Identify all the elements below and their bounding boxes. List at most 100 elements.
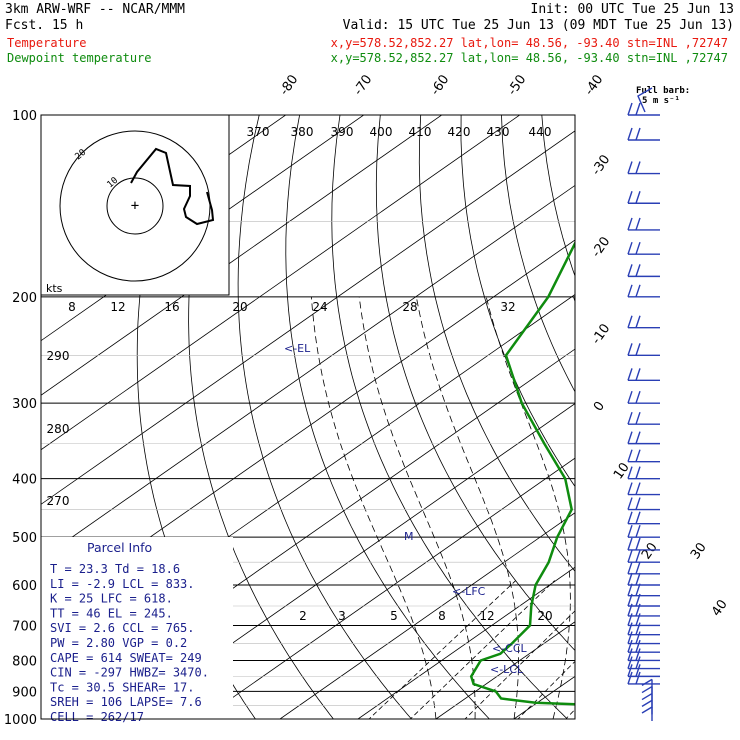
mixing-ratio-label: 2 [299, 609, 307, 623]
level-marker-lcl: <-LCL [490, 663, 524, 676]
parcel-info-row: K = 25 LFC = 618. [50, 592, 173, 606]
hodograph-speed-label: 16 [164, 300, 179, 314]
moist-adiabat-line [670, 297, 740, 719]
wind-barb-flag [635, 315, 641, 328]
wind-barb-flag [635, 561, 641, 575]
pressure-tick-label: 1000 [4, 713, 37, 728]
wind-barb-flag [627, 511, 633, 524]
moist-adiabat-line [358, 296, 476, 719]
valid-time: Valid: 15 UTC Tue 25 Jun 13 (09 MDT Tue … [343, 18, 734, 33]
parcel-info-row: SVI = 2.6 CCL = 765. [50, 621, 195, 635]
wind-barb-flag [641, 699, 653, 707]
parcel-info-box: Parcel Info T = 23.3 Td = 18.6LI = -2.9 … [41, 537, 233, 724]
hodograph-ring-inner [106, 177, 164, 235]
wind-barb-flag [635, 497, 641, 510]
theta-e-label: 380 [291, 125, 314, 139]
level-marker-lfc: <-LFC [452, 585, 486, 598]
hodograph-speed-label: 32 [500, 300, 515, 314]
dry-adiabat-line [331, 115, 568, 719]
parcel-info-row: CIN = -297 HWBZ= 3470. [50, 666, 209, 680]
wind-barb-flag [627, 671, 633, 685]
wind-barb-flag [635, 631, 641, 644]
wind-barb-flag [635, 191, 641, 204]
wind-barb-flag [635, 368, 641, 381]
isotherm-label: -80 [277, 72, 301, 98]
wind-barb-flag [635, 161, 641, 174]
hodograph-speed-label: 12 [110, 300, 125, 314]
wind-barb-flag [635, 241, 641, 255]
wind-barb-flag [627, 648, 633, 661]
wind-barb-flag [635, 411, 641, 425]
wind-barb-flag [635, 572, 641, 586]
wind-barb-flag [627, 466, 633, 479]
theta-label: 270 [47, 494, 70, 508]
isotherm-line [41, 115, 521, 451]
isotherm-label: -30 [589, 152, 613, 178]
wind-barb-flag [627, 264, 633, 277]
pressure-tick-label: 800 [12, 654, 37, 669]
dry-adiabat-line [501, 115, 575, 393]
dewpoint-station-info: x,y=578.52,852.27 lat,lon= 48.56, -93.40… [331, 51, 728, 65]
parcel-mark: M [404, 530, 414, 543]
wind-barb-flag [635, 449, 641, 462]
wind-barb-flag [635, 284, 641, 298]
wind-barb-flag [627, 390, 633, 404]
wind-barb-flag [627, 583, 633, 596]
wind-barb-flag [635, 524, 641, 538]
isotherm-label: 30 [688, 540, 710, 562]
hodograph-speed-label: 20 [232, 300, 247, 314]
wind-barb-flag [627, 537, 633, 551]
theta-e-label: 420 [448, 125, 471, 139]
hodograph-kts-label: kts [46, 282, 63, 295]
isotherm-label: -10 [589, 321, 613, 347]
pressure-tick-label: 300 [12, 397, 37, 412]
wind-barb-flag [627, 572, 633, 586]
wind-barb-flag [641, 685, 653, 694]
wind-barb-flag [635, 511, 641, 524]
parcel-info-row: CAPE = 614 SWEAT= 249 [50, 651, 202, 665]
isotherm-line [201, 457, 575, 719]
wind-barbs [627, 87, 660, 721]
wind-barb-flag [627, 482, 633, 495]
parcel-info-title: Parcel Info [87, 540, 152, 555]
theta-e-label: 390 [331, 125, 354, 139]
wind-barb-flag [635, 671, 641, 685]
barb-legend-units: 5 m s⁻¹ [642, 96, 680, 106]
pressure-tick-label: 600 [12, 579, 37, 594]
plot-frame [40, 114, 576, 720]
wind-barb-flag [635, 482, 641, 495]
wind-barb-legend [637, 87, 653, 113]
mixing-ratio-line [368, 580, 516, 719]
moist-adiabat-line [311, 296, 437, 719]
wind-barb-flag [627, 191, 633, 204]
pressure-tick-label: 500 [12, 531, 37, 546]
temperature-profile-line [604, 115, 740, 719]
pressure-tick-label: 400 [12, 473, 37, 488]
dry-adiabat-line [285, 115, 490, 719]
wind-barb-flag [627, 631, 633, 644]
isotherm-line [41, 115, 443, 396]
wind-barb-flag [627, 449, 633, 462]
wind-barb-flag [627, 368, 633, 381]
level-marker-ccl: <-CCL [492, 642, 528, 655]
dry-adiabat-line [737, 87, 740, 731]
parcel-info-row: Tc = 30.5 SHEAR= 17. [50, 680, 195, 694]
pressure-tick-label: 700 [12, 619, 37, 634]
parcel-info-row: CELL = 262/17 [50, 710, 144, 724]
dry-adiabat-line [237, 115, 412, 719]
isotherm-label: -50 [505, 72, 529, 98]
isotherm-line [279, 512, 575, 719]
theta-e-label: 410 [409, 125, 432, 139]
hodograph-trace [130, 147, 215, 226]
wind-barb-flag [627, 241, 633, 255]
wind-barb-flag [635, 127, 641, 141]
wind-barb-flag [635, 466, 641, 479]
theta-label: 290 [47, 349, 70, 363]
dewpoint-profile-line [469, 240, 575, 706]
pressure-tick-label: 100 [12, 109, 37, 124]
isotherm-label: -20 [589, 234, 613, 260]
wind-barb-flag [627, 315, 633, 328]
isotherm-line [41, 184, 575, 560]
mixing-ratio-label: 8 [438, 609, 446, 623]
